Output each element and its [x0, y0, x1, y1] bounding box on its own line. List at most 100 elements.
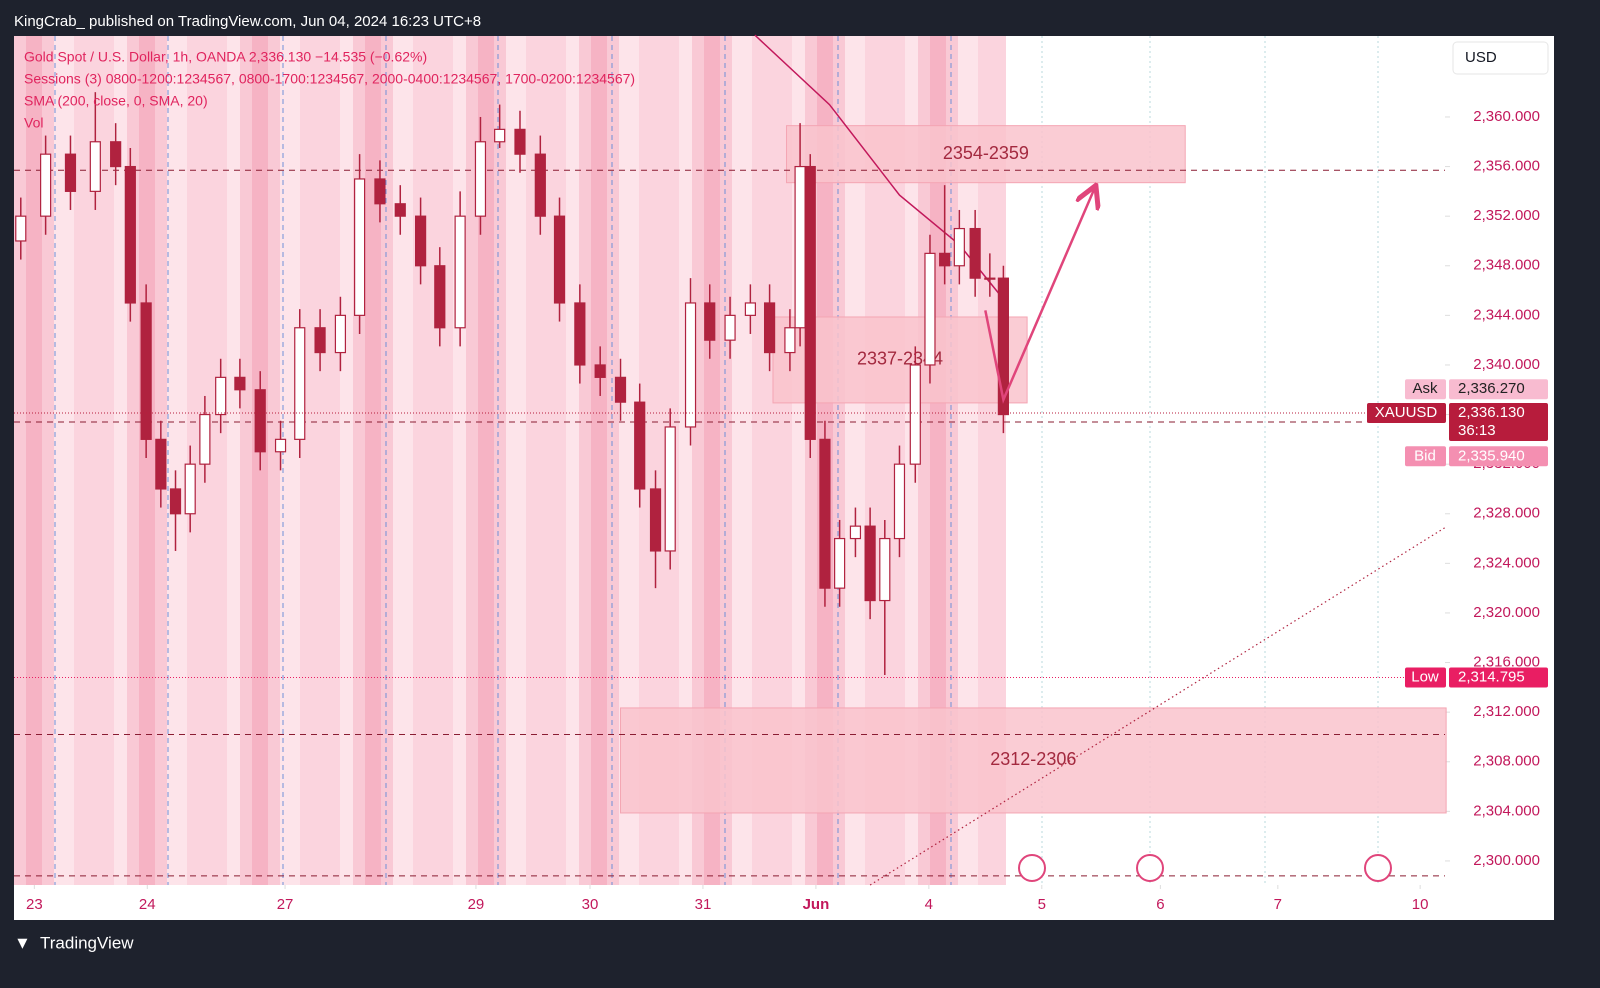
y-tick-label: 2,340.000: [1473, 356, 1540, 373]
candle-body: [684, 302, 697, 428]
candle-body: [724, 314, 736, 341]
y-tick-label: 2,356.000: [1473, 158, 1540, 175]
candle-body: [784, 327, 796, 354]
legend-line: Vol: [24, 115, 43, 131]
candle-body: [15, 215, 27, 242]
candle-body: [374, 178, 386, 205]
candle-body: [794, 165, 806, 329]
candle-body: [664, 426, 676, 552]
legend-line: Sessions (3) 0800-1200:1234567, 0800-170…: [24, 71, 635, 87]
x-tick-label: 27: [277, 896, 294, 913]
candle-body: [434, 265, 446, 329]
candle-body: [124, 165, 136, 304]
y-tick-label: 2,324.000: [1473, 554, 1540, 571]
candle-body: [314, 327, 326, 354]
candle-body: [294, 327, 306, 440]
x-tick-label: 7: [1274, 896, 1282, 913]
price-tag-value: 2,335.940: [1458, 447, 1525, 464]
y-tick-label: 2,308.000: [1473, 753, 1540, 770]
price-tag-name-box: [1405, 446, 1446, 467]
candle-body: [40, 153, 52, 217]
currency: USD: [1465, 49, 1497, 66]
price-tag-box: [1449, 379, 1548, 400]
candle-body: [169, 488, 182, 515]
price-tag-name: XAUUSD: [1375, 404, 1438, 421]
x-tick-label: 10: [1412, 896, 1429, 913]
event-icon[interactable]: [1136, 854, 1164, 882]
price-tag-name: Low: [1411, 668, 1439, 685]
candle-body: [849, 525, 862, 540]
candle-body: [215, 376, 227, 416]
price-tag-value: 2,314.795: [1458, 668, 1525, 685]
y-tick-label: 2,344.000: [1473, 306, 1540, 323]
price-tag-name: Bid: [1414, 447, 1436, 464]
candle-body: [984, 277, 996, 280]
candle-body: [64, 153, 77, 192]
x-tick-label: 23: [26, 896, 43, 913]
price-tag-name-box: [1405, 379, 1446, 400]
candle-body: [454, 215, 466, 329]
y-tick-label: 2,300.000: [1473, 852, 1540, 869]
price-tag-box: [1449, 446, 1548, 467]
candle-body: [414, 215, 427, 267]
candle-body: [234, 376, 246, 391]
candle-body: [879, 537, 891, 602]
zone-label: 2337-2344: [857, 349, 943, 369]
candle-body: [155, 438, 167, 490]
candle-body: [574, 302, 586, 366]
candle-body: [614, 376, 627, 403]
candle-body: [140, 302, 152, 440]
candle-body: [834, 537, 846, 589]
candle-body: [804, 165, 816, 440]
y-tick-label: 2,348.000: [1473, 257, 1540, 274]
candle-body: [334, 314, 347, 354]
price-tag-name-box: [1405, 667, 1446, 688]
candle-body: [494, 128, 506, 143]
price-tag-value: 2,336.130: [1458, 404, 1525, 421]
candle-body: [634, 401, 646, 490]
x-tick-label: 4: [925, 896, 933, 913]
footer: TradingView: [40, 933, 134, 952]
candle-body: [763, 302, 776, 354]
y-tick-label: 2,328.000: [1473, 505, 1540, 522]
currency-box[interactable]: [1452, 41, 1549, 75]
y-tick-label: 2,304.000: [1473, 802, 1540, 819]
candle-body: [184, 463, 196, 515]
x-tick-label: 31: [695, 896, 712, 913]
x-tick-label: 5: [1038, 896, 1046, 913]
candle-body: [649, 488, 662, 552]
candle-body: [254, 389, 266, 453]
price-tag-name-box: [1367, 402, 1446, 423]
candle-body: [354, 178, 366, 316]
footer-logo: ▼: [14, 933, 31, 952]
y-tick-label: 2,320.000: [1473, 604, 1540, 621]
price-tag-countdown: 36:13: [1458, 422, 1496, 439]
candle-body: [997, 277, 1009, 416]
candle-body: [969, 227, 981, 279]
candle-body: [89, 141, 101, 192]
candle-body: [924, 252, 936, 366]
x-tick-label: 29: [468, 896, 485, 913]
y-tick-label: 2,352.000: [1473, 207, 1540, 224]
candle-body: [394, 203, 406, 217]
event-icon[interactable]: [1364, 854, 1392, 882]
candle-body: [864, 525, 876, 602]
trend-line: [869, 526, 1447, 886]
candle-body: [594, 364, 606, 378]
candle-body: [953, 227, 965, 267]
x-tick-label: 30: [582, 896, 599, 913]
zone: [620, 707, 1447, 814]
x-tick-label: Jun: [803, 896, 830, 913]
price-tag-box: [1449, 667, 1548, 688]
y-tick-label: 2,312.000: [1473, 703, 1540, 720]
candle-body: [553, 215, 566, 304]
zone-label: 2312-2306: [990, 749, 1076, 769]
price-tag-value: 2,336.270: [1458, 380, 1525, 397]
price-tag-box: [1449, 402, 1548, 441]
x-tick-label: 6: [1156, 896, 1164, 913]
event-icon[interactable]: [1018, 854, 1046, 882]
candle-body: [199, 413, 211, 465]
candle-body: [534, 153, 546, 217]
legend-line: SMA (200, close, 0, SMA, 20): [24, 93, 208, 109]
